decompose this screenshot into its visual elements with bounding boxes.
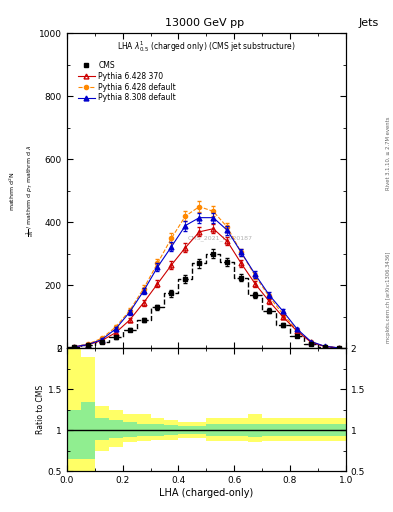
Text: Rivet 3.1.10, ≥ 2.7M events: Rivet 3.1.10, ≥ 2.7M events: [386, 117, 391, 190]
Y-axis label: mathrm d$^2$N

$\frac{1}{\mathrm{d}N}$ / mathrm d $p_T$ mathrm d $\lambda$: mathrm d$^2$N $\frac{1}{\mathrm{d}N}$ / …: [7, 144, 36, 237]
Text: Jets: Jets: [359, 18, 379, 28]
Text: LHA $\lambda^{1}_{0.5}$ (charged only) (CMS jet substructure): LHA $\lambda^{1}_{0.5}$ (charged only) (…: [117, 39, 296, 54]
Text: 13000 GeV pp: 13000 GeV pp: [165, 18, 244, 28]
Legend: CMS, Pythia 6.428 370, Pythia 6.428 default, Pythia 8.308 default: CMS, Pythia 6.428 370, Pythia 6.428 defa…: [76, 59, 178, 104]
Text: CMS_2021_I1920187: CMS_2021_I1920187: [188, 236, 253, 241]
Y-axis label: Ratio to CMS: Ratio to CMS: [36, 385, 45, 434]
X-axis label: LHA (charged-only): LHA (charged-only): [159, 487, 253, 498]
Text: mcplots.cern.ch [arXiv:1306.3436]: mcplots.cern.ch [arXiv:1306.3436]: [386, 251, 391, 343]
